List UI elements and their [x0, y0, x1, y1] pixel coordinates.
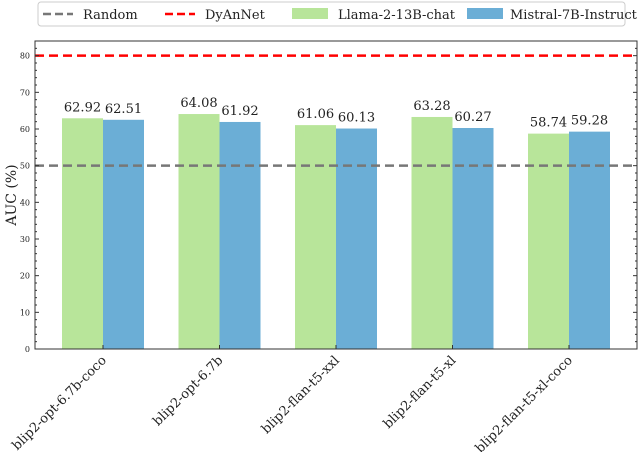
- y-tick-label: 20: [20, 272, 30, 281]
- bar-value-label: 58.74: [530, 116, 567, 131]
- y-tick-label: 80: [20, 52, 30, 61]
- bar-llama-2-13b-chat: [62, 118, 103, 349]
- y-tick-label: 10: [20, 308, 30, 317]
- bar-value-label: 63.28: [413, 99, 450, 114]
- y-tick-label: 60: [20, 125, 30, 134]
- bar-llama-2-13b-chat: [528, 133, 569, 349]
- bar-value-label: 62.51: [105, 102, 142, 117]
- legend: Random DyAnNet Llama-2-13B-chat Mistral-7B-…: [37, 1, 638, 27]
- y-tick-label: 40: [20, 198, 30, 207]
- bar-llama-2-13b-chat: [411, 116, 453, 350]
- bar-mistral-7b-instruct: [103, 119, 144, 350]
- bar-llama-2-13b-chat: [178, 114, 220, 349]
- legend-label: Llama-2-13B-chat: [338, 8, 456, 23]
- legend-patch-swatch: [292, 8, 328, 19]
- x-tick-label: blip2-flan-t5-xl: [381, 353, 460, 432]
- y-axis-label: AUC (%): [4, 164, 20, 226]
- legend-label: Mistral-7B-Instruct: [510, 8, 638, 23]
- y-tick-label: 30: [20, 235, 30, 244]
- bar-llama-2-13b-chat: [295, 125, 336, 349]
- bar-mistral-7b-instruct: [452, 128, 494, 349]
- bar-mistral-7b-instruct: [569, 131, 610, 349]
- bar-value-label: 59.28: [571, 114, 608, 129]
- y-tick-label: 0: [25, 345, 30, 354]
- legend-patch-swatch: [467, 8, 503, 19]
- x-tick-label: blip2-flan-t5-xl-coco: [473, 353, 576, 452]
- x-tick-label: blip2-opt-6.7b: [150, 353, 226, 429]
- bar-value-label: 64.08: [180, 96, 217, 111]
- bar-value-label: 60.27: [454, 110, 491, 125]
- y-tick-label: 70: [20, 88, 30, 97]
- bar-mistral-7b-instruct: [219, 121, 261, 350]
- bar-value-label: 61.06: [297, 107, 334, 122]
- bar-value-label: 60.13: [338, 111, 375, 126]
- x-tick-label: blip2-flan-t5-xxl: [259, 353, 343, 437]
- y-tick-label: 50: [20, 162, 30, 171]
- legend-label: Random: [83, 8, 138, 23]
- bar-value-label: 62.92: [64, 100, 101, 115]
- bar-value-label: 61.92: [221, 104, 258, 119]
- bar-mistral-7b-instruct: [336, 128, 377, 349]
- x-tick-label: blip2-opt-6.7b-coco: [9, 353, 110, 452]
- legend-label: DyAnNet: [205, 8, 266, 23]
